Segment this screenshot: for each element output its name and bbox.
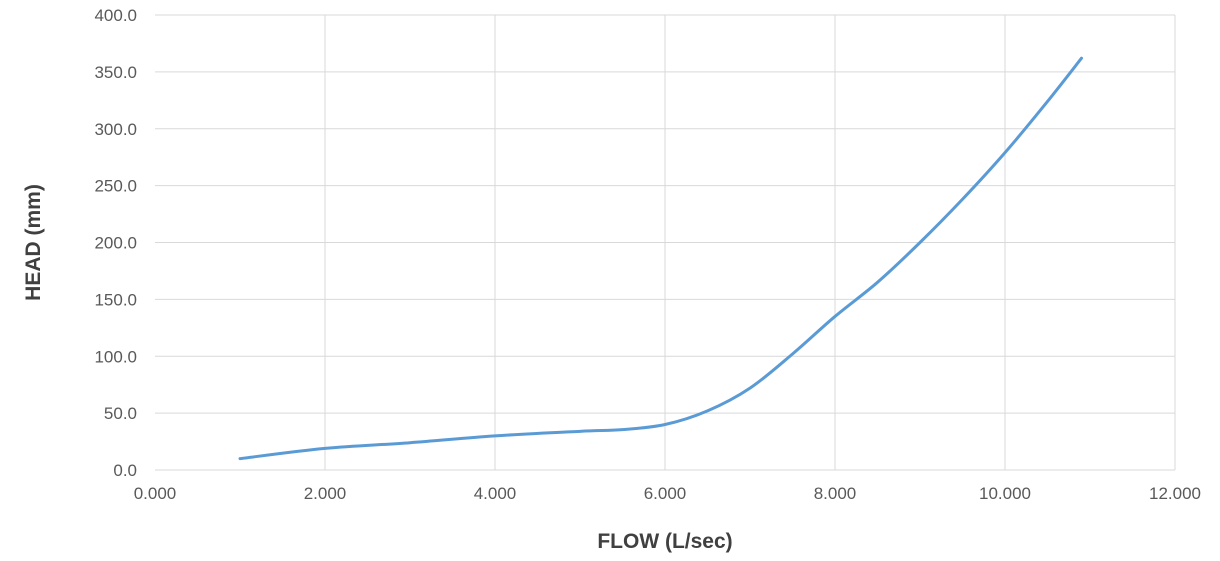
x-tick-label: 10.000: [979, 484, 1031, 503]
series-line-0: [238, 56, 1083, 461]
x-tick-label: 12.000: [1149, 484, 1201, 503]
x-tick-label: 6.000: [644, 484, 687, 503]
y-tick-label: 300.0: [94, 120, 137, 139]
x-tick-labels: 0.000 2.000 4.000 6.000 8.000 10.000 12.000: [134, 484, 1201, 503]
y-tick-label: 150.0: [94, 290, 137, 309]
y-tick-label: 400.0: [94, 6, 137, 25]
x-tick-label: 4.000: [474, 484, 517, 503]
y-tick-labels: 0.0 50.0 100.0 150.0 200.0 250.0 300.0 350.0 400…: [94, 6, 137, 480]
y-tick-label: 0.0: [113, 461, 137, 480]
x-tick-label: 2.000: [304, 484, 347, 503]
x-axis-title: FLOW (L/sec): [597, 530, 732, 553]
y-tick-label: 100.0: [94, 347, 137, 366]
y-tick-label: 200.0: [94, 234, 137, 253]
y-tick-label: 50.0: [104, 404, 137, 423]
y-axis-title: HEAD (mm): [22, 184, 45, 301]
x-tick-label: 0.000: [134, 484, 177, 503]
y-tick-label: 250.0: [94, 177, 137, 196]
x-tick-label: 8.000: [814, 484, 857, 503]
vertical-gridlines: [324, 15, 1176, 470]
y-tick-label: 350.0: [94, 63, 137, 82]
series-group: [238, 56, 1083, 461]
